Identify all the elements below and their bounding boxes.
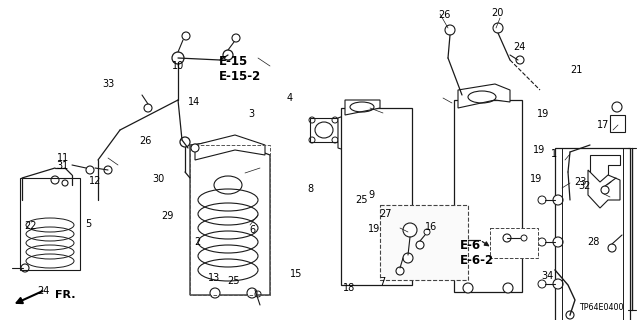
Text: 20: 20 [492,8,504,19]
Circle shape [180,137,190,147]
Circle shape [601,186,609,194]
Circle shape [538,238,546,246]
Text: 6: 6 [250,225,256,236]
Circle shape [503,283,513,293]
Text: 5: 5 [85,219,92,229]
Polygon shape [195,135,265,160]
Polygon shape [338,110,385,155]
Text: 26: 26 [438,10,451,20]
Text: 19: 19 [536,108,549,119]
Text: 19: 19 [368,224,381,234]
Circle shape [144,104,152,112]
Circle shape [182,32,190,40]
Circle shape [403,253,413,263]
Polygon shape [190,140,270,295]
Circle shape [493,23,503,33]
Circle shape [86,166,94,174]
Text: 15: 15 [289,268,302,279]
Polygon shape [454,100,522,292]
Text: 2: 2 [194,236,200,247]
Polygon shape [341,108,412,285]
Text: 13: 13 [208,273,221,284]
Text: 16: 16 [424,222,437,232]
Text: 11: 11 [56,153,69,164]
Circle shape [445,25,455,35]
Polygon shape [20,178,80,270]
Text: 8: 8 [307,184,314,194]
Circle shape [538,280,546,288]
Circle shape [416,241,424,249]
Text: TP64E0400: TP64E0400 [579,303,624,312]
Text: 29: 29 [161,211,174,221]
Polygon shape [610,115,625,132]
Text: 14: 14 [188,97,200,108]
Text: 9: 9 [368,190,374,200]
Circle shape [538,196,546,204]
Circle shape [463,283,473,293]
Text: 30: 30 [152,174,165,184]
Text: 17: 17 [596,120,609,130]
Text: 25: 25 [227,276,240,286]
Bar [190,145,270,295]
Polygon shape [590,155,620,185]
Circle shape [608,244,616,252]
Bar [380,205,468,280]
Circle shape [424,229,430,235]
Text: 27: 27 [380,209,392,219]
Text: FR.: FR. [55,290,76,300]
Polygon shape [458,84,510,108]
Text: 32: 32 [578,181,591,191]
Circle shape [223,50,233,60]
Text: 10: 10 [172,60,184,71]
Circle shape [553,237,563,247]
Text: 7: 7 [380,276,386,287]
Text: E-6
E-6-2: E-6 E-6-2 [460,239,493,267]
Text: 28: 28 [588,236,600,247]
Circle shape [104,166,112,174]
Circle shape [503,234,511,242]
Polygon shape [345,100,380,115]
Text: 18: 18 [342,283,355,293]
Text: 31: 31 [56,161,69,171]
Circle shape [191,144,199,152]
Circle shape [521,235,527,241]
Text: 23: 23 [574,177,587,187]
Text: 24: 24 [513,42,526,52]
Circle shape [553,279,563,289]
Text: 1: 1 [550,148,557,159]
Text: 22: 22 [24,220,37,231]
Text: 12: 12 [88,176,101,186]
Bar [555,148,630,320]
Polygon shape [310,118,338,142]
Circle shape [516,56,524,64]
Circle shape [396,267,404,275]
Text: 4: 4 [287,92,293,103]
Circle shape [247,288,257,298]
Circle shape [172,52,184,64]
Polygon shape [588,170,620,208]
Text: 21: 21 [570,65,582,76]
Text: 26: 26 [140,136,152,146]
Text: 34: 34 [541,271,554,281]
Circle shape [566,311,574,319]
Text: E-15
E-15-2: E-15 E-15-2 [219,55,261,83]
Text: 24: 24 [37,286,50,296]
Circle shape [612,102,622,112]
Circle shape [210,288,220,298]
Text: 33: 33 [102,79,115,89]
Text: 3: 3 [248,108,255,119]
Circle shape [403,223,417,237]
Bar [490,228,538,258]
Text: 19: 19 [530,174,543,184]
Circle shape [553,195,563,205]
Circle shape [232,34,240,42]
Text: 25: 25 [355,195,368,205]
Text: 19: 19 [533,145,546,156]
